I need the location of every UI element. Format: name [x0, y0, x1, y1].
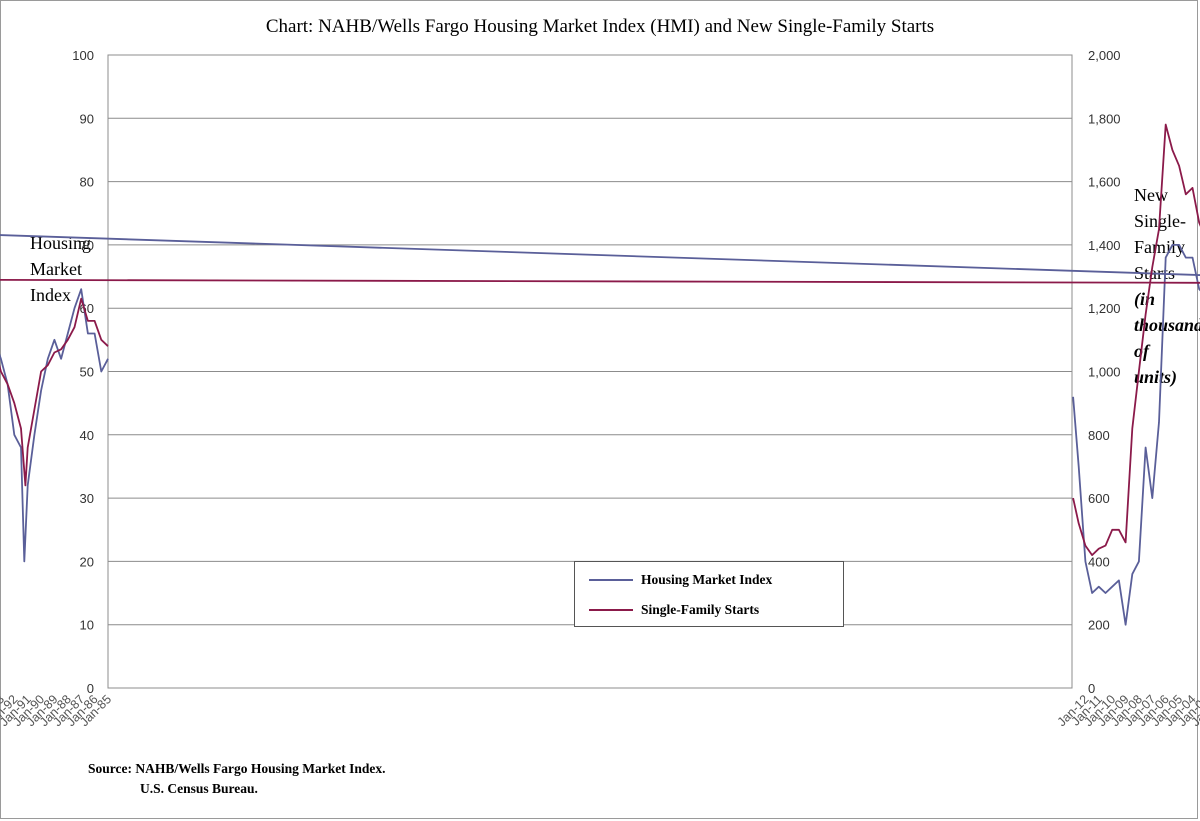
y-left-tick-label: 0	[87, 681, 94, 696]
y-right-tick-label: 1,000	[1088, 365, 1121, 380]
legend-item-hmi: Housing Market Index	[589, 570, 772, 590]
y-right-tick-label: 1,200	[1088, 301, 1121, 316]
y-right-tick-label: 1,400	[1088, 238, 1121, 253]
y-right-tick-label: 1,800	[1088, 111, 1121, 126]
chart-title: Chart: NAHB/Wells Fargo Housing Market I…	[265, 16, 935, 37]
y-right-tick-label: 2,000	[1088, 48, 1121, 63]
y-left-tick-label: 30	[80, 491, 94, 506]
y-left-tick-label: 20	[80, 554, 94, 569]
y-right-tick-label: 200	[1088, 618, 1110, 633]
legend-label-hmi: Housing Market Index	[641, 572, 773, 587]
plot-area	[107, 54, 1073, 689]
legend-label-starts: Single-Family Starts	[641, 602, 760, 617]
y-right-tick-label: 1,600	[1088, 175, 1121, 190]
legend: Housing Market Index Single-Family Start…	[574, 561, 844, 627]
y-left-tick-label: 10	[80, 618, 94, 633]
series-line-hmi	[0, 234, 1200, 626]
y-right-tick-label: 600	[1088, 491, 1110, 506]
y-right-tick-label: 800	[1088, 428, 1110, 443]
y-left-tick-label: 90	[80, 111, 94, 126]
legend-item-starts: Single-Family Starts	[589, 600, 759, 620]
y-right-tick-label: 0	[1088, 681, 1095, 696]
y-left-tick-label: 100	[72, 48, 94, 63]
legend-swatch-starts	[589, 609, 633, 611]
y-right-tick-label: 400	[1088, 554, 1110, 569]
y-left-tick-label: 50	[80, 365, 94, 380]
source-line-2: U.S. Census Bureau.	[140, 781, 258, 796]
source-line-1: Source: NAHB/Wells Fargo Housing Market …	[88, 761, 386, 776]
y-left-tick-label: 70	[80, 238, 94, 253]
y-left-tick-label: 40	[80, 428, 94, 443]
y-left-tick-label: 80	[80, 175, 94, 190]
source-note: Source: NAHB/Wells Fargo Housing Market …	[88, 759, 386, 799]
legend-swatch-hmi	[589, 579, 633, 581]
series-line-starts	[0, 123, 1200, 556]
